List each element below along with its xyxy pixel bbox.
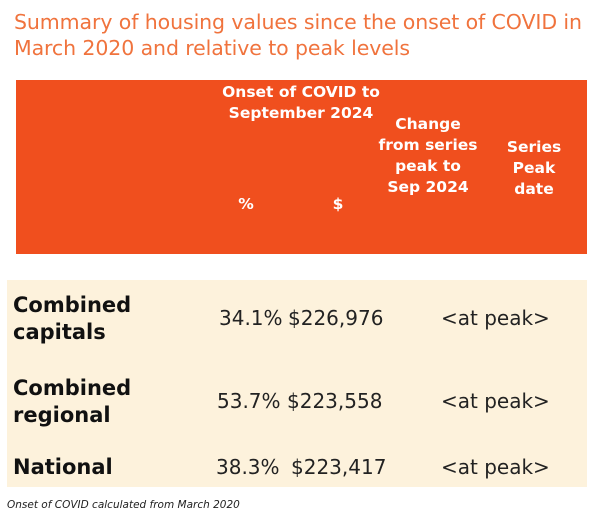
row-change: <at peak> <box>441 306 550 330</box>
row-change: <at peak> <box>441 455 550 479</box>
page-title: Summary of housing values since the onse… <box>14 10 582 60</box>
header-percent: % <box>238 195 254 213</box>
row-dollar: $226,976 <box>288 306 384 330</box>
table-body: Combined capitals 34.1% $226,976 <at pea… <box>7 280 587 487</box>
row-change: <at peak> <box>441 389 550 413</box>
row-label: Combined regional <box>13 376 132 427</box>
header-dollar: $ <box>332 195 344 213</box>
row-label: National <box>13 455 113 479</box>
row-dollar: $223,417 <box>291 455 387 479</box>
table-header: Onset of COVID to September 2024 % $ Cha… <box>16 80 587 254</box>
row-percent: 53.7% <box>217 389 281 413</box>
row-label: Combined capitals <box>13 293 132 344</box>
row-percent: 34.1% <box>219 306 283 330</box>
row-percent: 38.3% <box>216 455 280 479</box>
header-series-peak-date: Series Peak date <box>506 138 562 198</box>
row-dollar: $223,558 <box>287 389 383 413</box>
footnote: Onset of COVID calculated from March 202… <box>7 499 240 511</box>
header-covid-period: Onset of COVID to September 2024 <box>222 83 380 122</box>
header-change-from-peak: Change from series peak to Sep 2024 <box>378 115 478 196</box>
